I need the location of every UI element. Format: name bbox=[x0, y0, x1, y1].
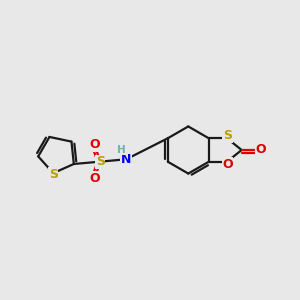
Text: N: N bbox=[121, 153, 131, 166]
Text: S: S bbox=[96, 155, 105, 168]
Text: S: S bbox=[49, 168, 58, 181]
Text: H: H bbox=[117, 145, 126, 155]
Text: O: O bbox=[256, 143, 266, 157]
Text: O: O bbox=[90, 138, 100, 151]
Text: S: S bbox=[223, 129, 232, 142]
Text: O: O bbox=[222, 158, 233, 171]
Text: O: O bbox=[90, 172, 100, 185]
